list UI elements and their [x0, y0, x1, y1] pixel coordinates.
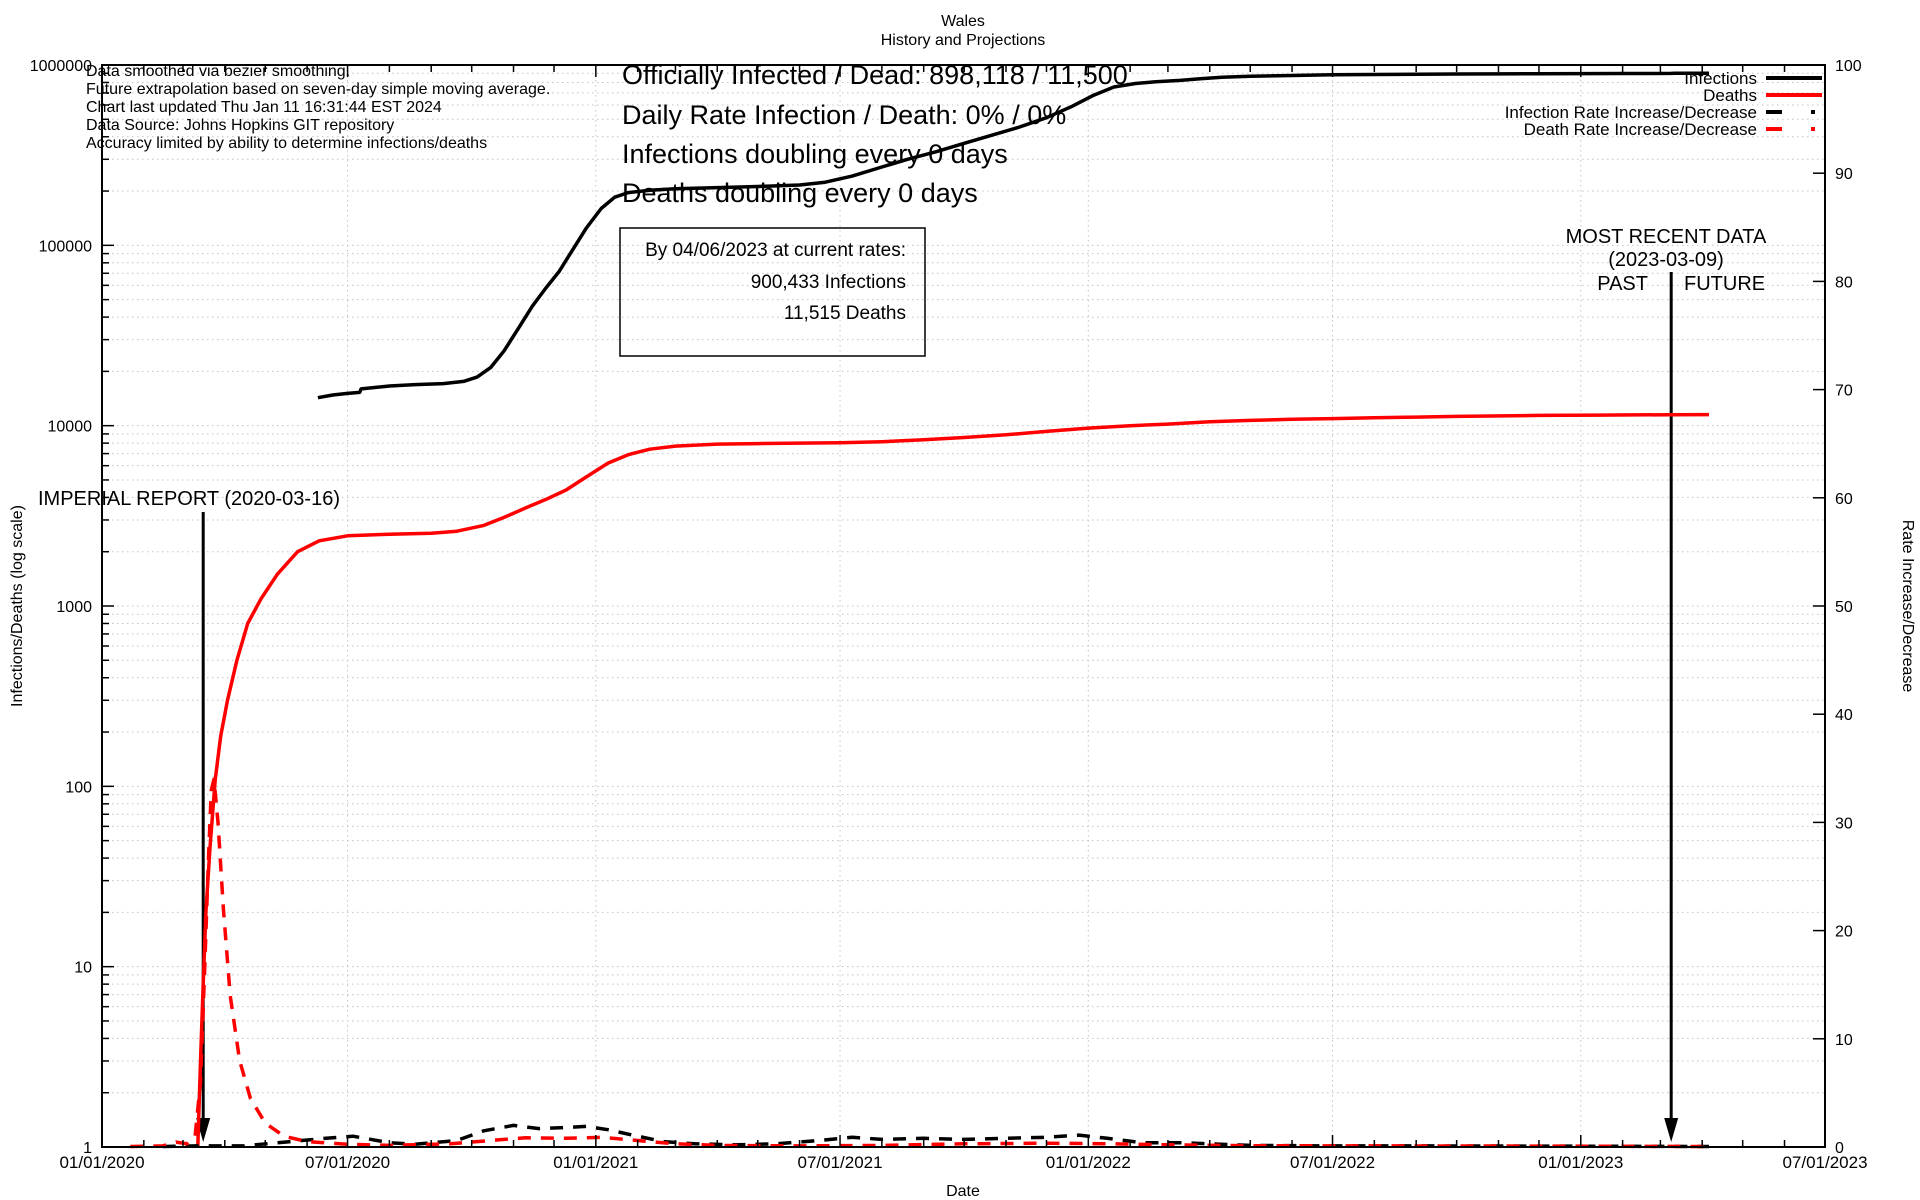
y-left-axis-title: Infections/Deaths (log scale) — [9, 505, 26, 707]
info-block: Data smoothed via bezier smoothing. Futu… — [86, 63, 550, 152]
y-right-tick-label: 60 — [1835, 491, 1853, 508]
legend-line-samples — [1766, 76, 1822, 131]
infections-line — [317, 71, 1709, 400]
y-right-tick-label: 10 — [1835, 1032, 1853, 1049]
axis-tick-labels: 01/01/2020 07/01/2020 01/01/2021 07/01/2021… — [30, 58, 1868, 1172]
y-left-tick-label: 100 — [65, 779, 92, 796]
projection-deaths: 11,515 Deaths — [784, 303, 906, 324]
imperial-report-label: IMPERIAL REPORT (2020-03-16) — [38, 488, 340, 510]
y-right-tick-label: 20 — [1835, 924, 1853, 941]
data-series — [130, 71, 1710, 1149]
x-tick-label: 01/01/2020 — [59, 1153, 144, 1172]
info-line: Chart last updated Thu Jan 11 16:31:44 E… — [86, 99, 442, 116]
x-tick-label: 07/01/2021 — [797, 1153, 882, 1172]
x-tick-label: 07/01/2022 — [1290, 1153, 1375, 1172]
stat-deaths-doubling: Deaths doubling every 0 days — [622, 178, 978, 208]
x-axis-title: Date — [946, 1183, 980, 1200]
stats-block: Officially Infected / Dead: 898,118 / 11… — [622, 60, 1128, 208]
y-left-tick-label: 1000000 — [30, 58, 92, 75]
past-label: PAST — [1597, 273, 1648, 295]
x-tick-label: 01/01/2023 — [1538, 1153, 1623, 1172]
annotation-arrows — [196, 272, 1679, 1142]
projection-infections: 900,433 Infections — [751, 272, 906, 293]
x-tick-label: 01/01/2022 — [1046, 1153, 1131, 1172]
y-left-tick-label: 100000 — [39, 238, 92, 255]
info-line: Future extrapolation based on seven-day … — [86, 81, 550, 98]
legend: Infections Deaths Infection Rate Increas… — [1505, 69, 1757, 139]
y-right-tick-label: 80 — [1835, 274, 1853, 291]
stat-infections-doubling: Infections doubling every 0 days — [622, 139, 1008, 169]
projection-box: By 04/06/2023 at current rates: 900,433 … — [619, 227, 926, 357]
info-line: Data smoothed via bezier smoothing. — [86, 63, 350, 80]
y-left-tick-label: 10 — [74, 960, 92, 977]
most-recent-title: MOST RECENT DATA — [1566, 226, 1767, 248]
death-rate-increase-decrease-line — [130, 777, 1710, 1149]
most-recent-date: (2023-03-09) — [1608, 249, 1724, 271]
y-right-tick-label: 90 — [1835, 166, 1853, 183]
y-right-axis-title: Rate Increase/Decrease — [1899, 520, 1916, 693]
y-right-tick-label: 50 — [1835, 599, 1853, 616]
deaths-line — [196, 412, 1710, 1148]
x-tick-label: 01/01/2021 — [553, 1153, 638, 1172]
y-left-tick-label: 1 — [83, 1140, 92, 1157]
y-right-tick-label: 100 — [1835, 58, 1862, 75]
legend-label-infection-rate: Infection Rate Increase/Decrease — [1505, 103, 1757, 122]
x-tick-label: 07/01/2023 — [1782, 1153, 1867, 1172]
future-label: FUTURE — [1684, 273, 1765, 295]
y-left-tick-label: 1000 — [56, 599, 92, 616]
most-recent-annotation: MOST RECENT DATA (2023-03-09) PAST FUTUR… — [1566, 226, 1767, 295]
chart-subtitle: History and Projections — [881, 32, 1046, 49]
projection-box-border — [619, 227, 926, 357]
y-left-tick-label: 10000 — [48, 419, 93, 436]
most-recent-arrowhead — [1664, 1118, 1679, 1142]
info-line: Data Source: Johns Hopkins GIT repositor… — [86, 117, 394, 134]
chart-title: Wales — [941, 13, 985, 30]
stat-infected-dead: Officially Infected / Dead: 898,118 / 11… — [622, 60, 1128, 90]
stat-daily-rate: Daily Rate Infection / Death: 0% / 0% — [622, 100, 1066, 130]
y-right-tick-label: 40 — [1835, 707, 1853, 724]
legend-label-deaths: Deaths — [1703, 86, 1757, 105]
legend-label-death-rate: Death Rate Increase/Decrease — [1524, 120, 1757, 139]
legend-label-infections: Infections — [1684, 69, 1757, 88]
info-line: Accuracy limited by ability to determine… — [86, 135, 487, 152]
projection-title: By 04/06/2023 at current rates: — [645, 240, 906, 261]
plot-border — [101, 64, 1826, 1148]
x-tick-label: 07/01/2020 — [305, 1153, 390, 1172]
y-right-tick-label: 0 — [1835, 1140, 1844, 1157]
y-right-tick-label: 70 — [1835, 383, 1853, 400]
y-right-tick-label: 30 — [1835, 815, 1853, 832]
